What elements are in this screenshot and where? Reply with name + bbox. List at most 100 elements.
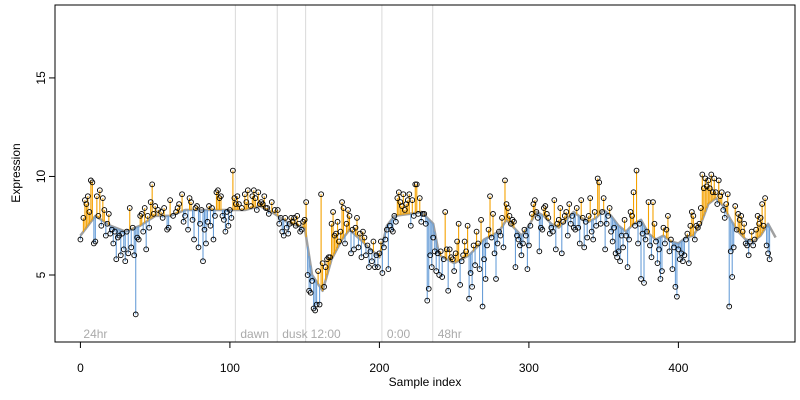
data-point — [711, 175, 718, 182]
data-point — [478, 216, 484, 223]
data-point — [623, 232, 629, 239]
data-point — [738, 213, 745, 219]
data-point — [518, 252, 525, 259]
data-point — [493, 276, 499, 282]
data-point — [221, 216, 227, 223]
data-point — [309, 278, 315, 284]
data-point — [295, 220, 302, 227]
data-point — [385, 266, 392, 272]
data-point — [170, 213, 176, 219]
data-point — [400, 191, 407, 198]
data-point — [117, 252, 124, 259]
data-point — [143, 246, 150, 253]
data-point — [535, 214, 541, 221]
data-point — [675, 246, 682, 253]
data-point — [364, 242, 371, 249]
data-point — [328, 220, 335, 227]
data-point — [283, 224, 290, 231]
data-point — [298, 226, 305, 233]
data-point — [723, 201, 730, 207]
data-point — [567, 220, 574, 227]
data-point — [150, 211, 157, 217]
data-point — [757, 214, 764, 221]
data-point — [759, 201, 765, 207]
data-point — [86, 209, 93, 215]
data-point — [342, 240, 348, 247]
data-point — [494, 240, 501, 247]
data-point — [188, 199, 194, 205]
phase-label: dusk — [282, 327, 308, 341]
data-point — [651, 220, 658, 227]
data-point — [457, 281, 463, 288]
data-point — [282, 214, 289, 221]
data-point — [446, 246, 453, 253]
data-point — [557, 205, 564, 211]
data-point — [372, 264, 378, 270]
x-axis-title: Sample index — [389, 375, 462, 389]
data-point — [247, 203, 254, 209]
data-point — [560, 218, 567, 225]
data-point — [587, 195, 594, 201]
data-point — [451, 268, 458, 274]
data-point — [212, 213, 218, 219]
data-point — [433, 268, 440, 274]
data-point — [551, 197, 558, 203]
data-point — [236, 201, 242, 207]
data-point — [418, 218, 425, 225]
data-point — [395, 189, 402, 196]
data-point — [303, 199, 310, 205]
data-point — [539, 226, 546, 233]
data-point — [141, 205, 148, 211]
data-point — [346, 213, 353, 219]
data-point — [624, 264, 631, 270]
data-point — [271, 207, 278, 213]
data-point — [330, 209, 336, 215]
data-point — [581, 244, 588, 251]
data-point — [566, 201, 573, 207]
data-point — [391, 213, 398, 219]
data-point — [729, 274, 736, 280]
data-point — [479, 303, 486, 310]
data-point — [406, 191, 413, 198]
data-point — [632, 222, 638, 229]
data-point — [470, 242, 477, 249]
data-point — [104, 220, 111, 227]
data-point — [606, 205, 613, 211]
phase-label: 48hr — [438, 327, 462, 341]
data-point — [712, 189, 719, 196]
data-point — [110, 240, 117, 247]
data-point — [280, 232, 287, 239]
data-point — [485, 226, 492, 233]
data-point — [161, 205, 167, 211]
data-point — [751, 236, 758, 243]
data-point — [463, 248, 469, 255]
data-point — [390, 228, 396, 235]
data-point — [578, 197, 585, 203]
x-axis: 0 100 200 300 400 — [77, 342, 689, 375]
data-point — [588, 228, 595, 235]
data-point — [466, 295, 472, 302]
data-point — [475, 240, 481, 247]
data-point — [569, 213, 576, 219]
x-tick-label: 100 — [220, 361, 240, 375]
data-point — [92, 238, 99, 245]
data-point — [125, 250, 132, 257]
data-point — [159, 214, 166, 221]
data-point — [524, 266, 531, 272]
data-point — [440, 256, 447, 263]
data-point — [147, 199, 154, 205]
data-point — [533, 209, 540, 215]
data-point — [319, 260, 326, 267]
data-point — [394, 195, 401, 201]
data-point — [340, 205, 347, 211]
data-point — [334, 218, 341, 225]
data-point — [294, 213, 301, 219]
data-point — [398, 203, 405, 209]
data-point — [584, 234, 591, 241]
data-point — [375, 264, 381, 270]
data-point — [506, 213, 513, 219]
data-point — [250, 187, 257, 194]
data-point — [454, 238, 460, 245]
data-point — [413, 181, 420, 188]
data-point — [724, 191, 731, 198]
